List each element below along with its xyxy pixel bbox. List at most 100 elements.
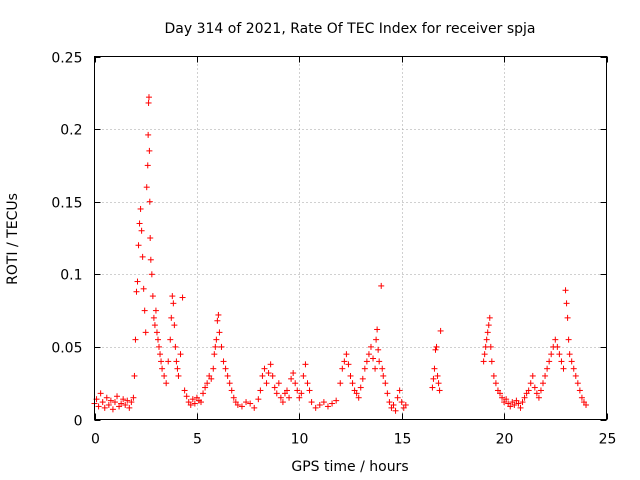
- data-point: [234, 401, 241, 408]
- data-point: [347, 372, 354, 379]
- data-point: [138, 227, 145, 234]
- chart-title: Day 314 of 2021, Rate Of TEC Index for r…: [164, 21, 535, 37]
- data-point: [482, 343, 489, 350]
- data-point: [384, 390, 391, 397]
- data-point: [537, 387, 544, 394]
- data-point: [131, 372, 138, 379]
- data-point: [574, 380, 581, 387]
- data-point: [298, 390, 305, 397]
- data-point: [150, 314, 157, 321]
- data-point: [139, 253, 146, 260]
- data-point: [302, 361, 309, 368]
- data-point: [485, 322, 492, 329]
- data-point: [170, 300, 177, 307]
- data-point: [132, 336, 139, 343]
- data-point: [167, 336, 174, 343]
- data-point: [492, 380, 499, 387]
- data-point: [134, 278, 141, 285]
- data-point: [143, 184, 150, 191]
- data-point: [103, 394, 110, 401]
- data-point: [156, 343, 163, 350]
- data-point: [126, 404, 133, 411]
- data-point: [511, 401, 518, 408]
- data-point: [490, 372, 497, 379]
- data-point: [158, 358, 165, 365]
- y-tick-label: 0.1: [60, 268, 82, 284]
- data-point: [224, 372, 231, 379]
- data-point: [304, 380, 311, 387]
- data-point: [546, 358, 553, 365]
- data-point: [157, 351, 164, 358]
- data-point: [288, 375, 295, 382]
- data-point: [173, 358, 180, 365]
- data-point: [390, 401, 397, 408]
- data-point: [583, 401, 590, 408]
- data-point: [290, 370, 297, 377]
- data-point: [521, 394, 528, 401]
- data-point: [357, 384, 364, 391]
- data-point: [273, 390, 280, 397]
- data-point: [257, 387, 264, 394]
- data-point: [378, 282, 385, 289]
- axis-ticks: 0 5 10 15 20 25 0 0.05 0.1 0.15 0.2 0.25: [51, 51, 616, 448]
- data-point: [533, 390, 540, 397]
- data-point: [122, 401, 129, 408]
- data-points: [91, 94, 590, 414]
- data-point: [214, 317, 221, 324]
- data-point: [349, 380, 356, 387]
- data-point: [396, 387, 403, 394]
- data-point: [343, 351, 350, 358]
- data-point: [365, 351, 372, 358]
- data-point: [359, 375, 366, 382]
- data-point: [527, 380, 534, 387]
- data-point: [563, 300, 570, 307]
- data-point: [149, 293, 156, 300]
- data-point: [218, 343, 225, 350]
- data-point: [394, 394, 401, 401]
- data-point: [519, 399, 526, 406]
- data-point: [296, 394, 303, 401]
- data-point: [179, 294, 186, 301]
- y-tick-label: 0.25: [51, 51, 82, 67]
- data-point: [548, 351, 555, 358]
- y-tick-label: 0.15: [51, 196, 82, 212]
- data-point: [572, 372, 579, 379]
- data-point: [197, 399, 204, 406]
- data-point: [174, 365, 181, 372]
- data-point: [341, 358, 348, 365]
- data-point: [146, 198, 153, 205]
- data-point: [430, 375, 437, 382]
- data-point: [380, 372, 387, 379]
- data-point: [135, 242, 142, 249]
- data-point: [151, 322, 158, 329]
- data-point: [488, 358, 495, 365]
- data-point: [137, 205, 144, 212]
- data-point: [145, 94, 152, 101]
- data-point: [286, 394, 293, 401]
- data-point: [503, 396, 510, 403]
- data-point: [535, 394, 542, 401]
- data-point: [202, 384, 209, 391]
- data-point: [308, 399, 315, 406]
- data-point: [130, 394, 137, 401]
- data-point: [433, 343, 440, 350]
- data-point: [570, 365, 577, 372]
- data-point: [169, 293, 176, 300]
- data-point: [277, 394, 284, 401]
- data-point: [487, 343, 494, 350]
- data-point: [213, 336, 220, 343]
- data-point: [499, 394, 506, 401]
- x-tick-label: 5: [193, 432, 202, 448]
- data-point: [211, 351, 218, 358]
- data-point: [367, 343, 374, 350]
- data-point: [480, 358, 487, 365]
- data-point: [215, 311, 222, 318]
- y-tick-label: 0.05: [51, 341, 82, 357]
- data-point: [392, 407, 399, 414]
- data-point: [576, 387, 583, 394]
- y-axis-label: ROTI / TECUs: [5, 193, 21, 285]
- data-point: [255, 396, 262, 403]
- data-point: [145, 131, 152, 138]
- data-point: [105, 401, 112, 408]
